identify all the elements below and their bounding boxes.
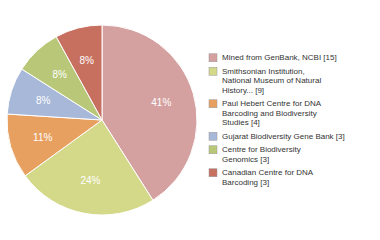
pie (7, 25, 197, 215)
legend-swatch (209, 54, 217, 62)
legend-label: Smithsonian Institution,National Museum … (222, 67, 321, 95)
chart: 41% 24% 11% 8% 8% 8% Mined from GenBank, NCBI … (0, 0, 380, 240)
data-labels: 41% 24% 11% 8% 8% 8% (33, 55, 171, 186)
pie-slice (25, 120, 153, 215)
legend-swatch (209, 169, 217, 177)
legend-label-line: National Museum of Natural (222, 76, 321, 85)
legend: Mined from GenBank, NCBI [15] Smithsonian… (209, 53, 345, 187)
legend-label: Centre for BiodiversityGenomics [3] (222, 145, 301, 164)
legend-label-line: History... [9] (222, 86, 264, 95)
data-label: 41% (151, 97, 171, 108)
legend-item: Canadian Centre for DNABarcoding [3] (209, 168, 314, 187)
legend-item: Gujarat Biodiversity Gene Bank [3] (209, 132, 345, 141)
data-label: 11% (33, 132, 52, 143)
data-label: 24% (80, 175, 100, 186)
legend-swatch (209, 67, 217, 75)
legend-label: Canadian Centre for DNABarcoding [3] (222, 168, 314, 187)
legend-label-line: Canadian Centre for DNA (222, 168, 314, 177)
legend-label-line: Smithsonian Institution, (222, 67, 305, 76)
legend-item: Paul Hebert Centre for DNABarcoding and … (209, 99, 322, 127)
legend-label: Mined from GenBank, NCBI [15] (222, 53, 337, 62)
legend-label: Paul Hebert Centre for DNABarcoding and … (222, 99, 322, 127)
legend-item: Mined from GenBank, NCBI [15] (209, 53, 337, 62)
data-label: 8% (79, 55, 94, 66)
legend-swatch (209, 146, 217, 154)
legend-item: Centre for BiodiversityGenomics [3] (209, 145, 301, 164)
legend-label-line: Barcoding and Biodiversity (222, 109, 317, 118)
legend-item: Smithsonian Institution,National Museum … (209, 67, 321, 95)
legend-label: Gujarat Biodiversity Gene Bank [3] (222, 132, 345, 141)
legend-label-line: Genomics [3] (222, 155, 269, 164)
legend-swatch (209, 100, 217, 108)
legend-label-line: Centre for Biodiversity (222, 145, 301, 154)
legend-label-line: Mined from GenBank, NCBI [15] (222, 53, 337, 62)
data-label: 8% (53, 69, 68, 80)
legend-label-line: Studies [4] (222, 118, 260, 127)
legend-label-line: Barcoding [3] (222, 178, 269, 187)
legend-swatch (209, 132, 217, 140)
pie-slice (7, 114, 102, 176)
data-label: 8% (36, 95, 51, 106)
legend-label-line: Paul Hebert Centre for DNA (222, 99, 322, 108)
legend-label-line: Gujarat Biodiversity Gene Bank [3] (222, 132, 345, 141)
